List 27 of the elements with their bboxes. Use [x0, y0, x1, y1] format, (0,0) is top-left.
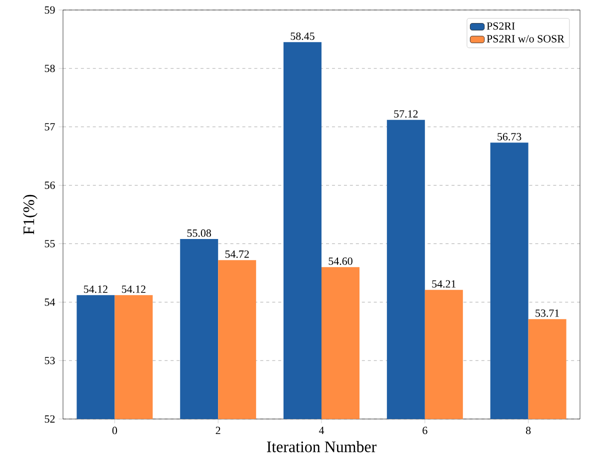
y-tick-label: 53 — [44, 356, 55, 364]
y-tick-label: 58 — [44, 64, 55, 72]
data-label: 54.21 — [432, 280, 456, 288]
data-label: 53.71 — [536, 309, 559, 317]
y-tick-label: 56 — [44, 182, 55, 189]
data-label: 57.12 — [394, 110, 418, 118]
data-label: 54.12 — [122, 286, 146, 293]
data-label: 58.45 — [290, 32, 314, 40]
legend-label: PS2RI w/o SOSR — [486, 35, 564, 42]
legend-label: PS2RI — [486, 22, 515, 30]
data-label: 55.08 — [187, 229, 212, 237]
x-tick-label: 6 — [422, 426, 428, 434]
x-tick-label: 2 — [216, 426, 220, 434]
y-tick-label: 57 — [44, 123, 55, 130]
x-tick-label: 8 — [526, 426, 531, 434]
x-axis-title: Iteration Number — [266, 441, 376, 452]
data-label: 56.73 — [498, 133, 522, 140]
x-tick-label: 0 — [112, 426, 118, 434]
y-axis-title: F1(%) — [22, 194, 38, 234]
data-label: 54.72 — [225, 250, 249, 258]
data-label: 54.12 — [84, 286, 108, 293]
x-tick-label: 4 — [318, 426, 324, 434]
y-tick-label: 52 — [44, 415, 55, 423]
y-tick-label: 54 — [44, 298, 56, 306]
y-tick-label: 55 — [44, 240, 55, 248]
data-label: 54.60 — [328, 257, 352, 265]
y-tick-label: 59 — [44, 6, 55, 14]
